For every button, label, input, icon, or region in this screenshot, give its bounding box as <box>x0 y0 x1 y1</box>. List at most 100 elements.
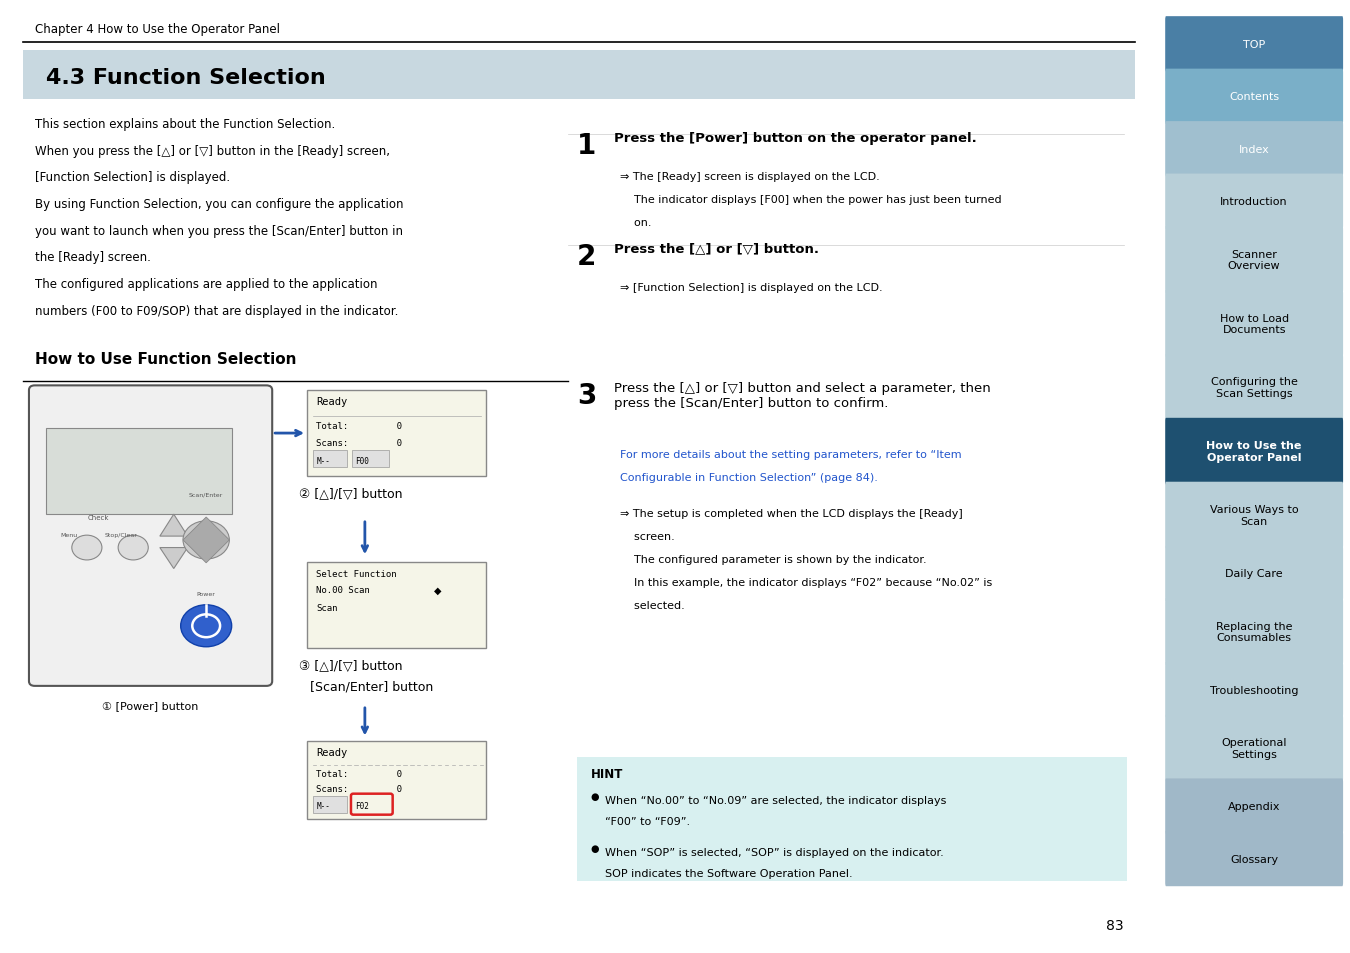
Text: ③ [△]/[▽] button: ③ [△]/[▽] button <box>298 659 402 672</box>
Text: 2: 2 <box>576 243 597 271</box>
Text: 1: 1 <box>576 132 597 159</box>
Text: “F00” to “F09”.: “F00” to “F09”. <box>605 817 690 826</box>
Text: HINT: HINT <box>591 767 624 780</box>
Text: Index: Index <box>1239 145 1269 154</box>
Text: Select Function: Select Function <box>316 570 397 578</box>
Text: How to Use the
Operator Panel: How to Use the Operator Panel <box>1207 441 1301 462</box>
FancyBboxPatch shape <box>46 429 232 515</box>
Text: SOP indicates the Software Operation Panel.: SOP indicates the Software Operation Pan… <box>605 868 852 878</box>
Text: 83: 83 <box>1106 918 1123 932</box>
Text: screen.: screen. <box>620 532 675 541</box>
Text: Total:         0: Total: 0 <box>316 769 402 778</box>
Text: ●: ● <box>591 792 599 801</box>
Circle shape <box>181 605 232 647</box>
FancyBboxPatch shape <box>306 741 486 820</box>
Text: Glossary: Glossary <box>1230 854 1278 863</box>
Text: M--: M-- <box>316 456 331 465</box>
Text: How to Load
Documents: How to Load Documents <box>1219 314 1289 335</box>
Circle shape <box>184 521 230 559</box>
Text: ⇒ The setup is completed when the LCD displays the [Ready]: ⇒ The setup is completed when the LCD di… <box>620 509 963 518</box>
Text: M--: M-- <box>316 801 331 810</box>
Text: Contents: Contents <box>1228 92 1280 102</box>
FancyBboxPatch shape <box>351 794 393 815</box>
Text: Configuring the
Scan Settings: Configuring the Scan Settings <box>1211 377 1297 398</box>
Text: numbers (F00 to F09/SOP) that are displayed in the indicator.: numbers (F00 to F09/SOP) that are displa… <box>35 305 398 317</box>
Text: When you press the [△] or [▽] button in the [Ready] screen,: When you press the [△] or [▽] button in … <box>35 145 390 157</box>
FancyBboxPatch shape <box>1165 831 1343 886</box>
FancyBboxPatch shape <box>1165 662 1343 718</box>
FancyBboxPatch shape <box>306 562 486 648</box>
Circle shape <box>72 536 103 560</box>
FancyBboxPatch shape <box>1165 227 1343 294</box>
FancyBboxPatch shape <box>28 386 273 686</box>
FancyBboxPatch shape <box>1165 546 1343 601</box>
FancyBboxPatch shape <box>306 391 486 476</box>
Text: Ready: Ready <box>316 747 347 757</box>
Text: Check: Check <box>88 515 109 520</box>
FancyBboxPatch shape <box>352 451 389 468</box>
Text: Various Ways to
Scan: Various Ways to Scan <box>1210 505 1299 526</box>
Text: Chapter 4 How to Use the Operator Panel: Chapter 4 How to Use the Operator Panel <box>35 24 279 36</box>
Text: ① [Power] button: ① [Power] button <box>103 700 198 710</box>
Text: How to Use Function Selection: How to Use Function Selection <box>35 352 296 367</box>
Text: Scanner
Overview: Scanner Overview <box>1228 250 1280 271</box>
Text: Appendix: Appendix <box>1228 801 1280 811</box>
Text: When “SOP” is selected, “SOP” is displayed on the indicator.: When “SOP” is selected, “SOP” is display… <box>605 847 944 857</box>
Text: Daily Care: Daily Care <box>1226 569 1282 578</box>
Text: on.: on. <box>620 217 651 227</box>
Polygon shape <box>184 517 230 563</box>
FancyBboxPatch shape <box>1165 291 1343 357</box>
Text: Press the [Power] button on the operator panel.: Press the [Power] button on the operator… <box>614 132 976 145</box>
Text: Introduction: Introduction <box>1220 197 1288 207</box>
Text: Scans:         0: Scans: 0 <box>316 784 402 793</box>
FancyBboxPatch shape <box>1165 779 1343 834</box>
FancyBboxPatch shape <box>23 51 1135 100</box>
Text: Scan/Enter: Scan/Enter <box>189 492 223 497</box>
FancyBboxPatch shape <box>1165 598 1343 665</box>
Text: Total:         0: Total: 0 <box>316 422 402 431</box>
Text: Press the [△] or [▽] button.: Press the [△] or [▽] button. <box>614 243 819 256</box>
FancyBboxPatch shape <box>1165 17 1343 72</box>
Text: Configurable in Function Selection” (page 84).: Configurable in Function Selection” (pag… <box>620 473 878 482</box>
Text: you want to launch when you press the [Scan/Enter] button in: you want to launch when you press the [S… <box>35 225 402 237</box>
Text: By using Function Selection, you can configure the application: By using Function Selection, you can con… <box>35 198 404 211</box>
Text: TOP: TOP <box>1243 40 1265 50</box>
Text: [Scan/Enter] button: [Scan/Enter] button <box>310 680 433 693</box>
Polygon shape <box>159 515 188 537</box>
Text: [Function Selection] is displayed.: [Function Selection] is displayed. <box>35 172 230 184</box>
FancyBboxPatch shape <box>1165 715 1343 781</box>
Text: Ready: Ready <box>316 397 347 407</box>
Text: ⇒ [Function Selection] is displayed on the LCD.: ⇒ [Function Selection] is displayed on t… <box>620 283 883 293</box>
Text: The configured parameter is shown by the indicator.: The configured parameter is shown by the… <box>620 555 926 564</box>
FancyBboxPatch shape <box>313 451 347 468</box>
FancyBboxPatch shape <box>1165 174 1343 230</box>
Text: Power: Power <box>197 592 216 597</box>
Text: No.00 Scan: No.00 Scan <box>316 586 370 595</box>
Text: When “No.00” to “No.09” are selected, the indicator displays: When “No.00” to “No.09” are selected, th… <box>605 796 946 805</box>
FancyBboxPatch shape <box>1165 355 1343 421</box>
Text: Stop/Clear: Stop/Clear <box>104 533 138 537</box>
Text: Replacing the
Consumables: Replacing the Consumables <box>1216 621 1292 642</box>
FancyBboxPatch shape <box>1165 482 1343 549</box>
FancyBboxPatch shape <box>1165 122 1343 177</box>
Text: In this example, the indicator displays “F02” because “No.02” is: In this example, the indicator displays … <box>620 578 992 587</box>
Text: This section explains about the Function Selection.: This section explains about the Function… <box>35 118 335 131</box>
Text: F02: F02 <box>355 801 370 810</box>
FancyBboxPatch shape <box>1165 418 1343 485</box>
Text: The configured applications are applied to the application: The configured applications are applied … <box>35 278 377 291</box>
Text: For more details about the setting parameters, refer to “Item: For more details about the setting param… <box>620 450 961 459</box>
Text: Scans:         0: Scans: 0 <box>316 438 402 447</box>
FancyBboxPatch shape <box>576 758 1127 882</box>
Text: Troubleshooting: Troubleshooting <box>1210 685 1299 695</box>
Polygon shape <box>159 548 188 569</box>
Text: Scan: Scan <box>316 603 338 612</box>
Text: ⇒ The [Ready] screen is displayed on the LCD.: ⇒ The [Ready] screen is displayed on the… <box>620 172 879 181</box>
Text: Press the [△] or [▽] button and select a parameter, then
press the [Scan/Enter] : Press the [△] or [▽] button and select a… <box>614 381 991 409</box>
Text: the [Ready] screen.: the [Ready] screen. <box>35 252 151 264</box>
Text: Menu: Menu <box>61 533 77 537</box>
Text: 4.3 Function Selection: 4.3 Function Selection <box>46 69 327 88</box>
FancyBboxPatch shape <box>1165 70 1343 125</box>
FancyBboxPatch shape <box>313 796 347 813</box>
Text: ●: ● <box>591 843 599 853</box>
Text: Operational
Settings: Operational Settings <box>1222 738 1287 759</box>
